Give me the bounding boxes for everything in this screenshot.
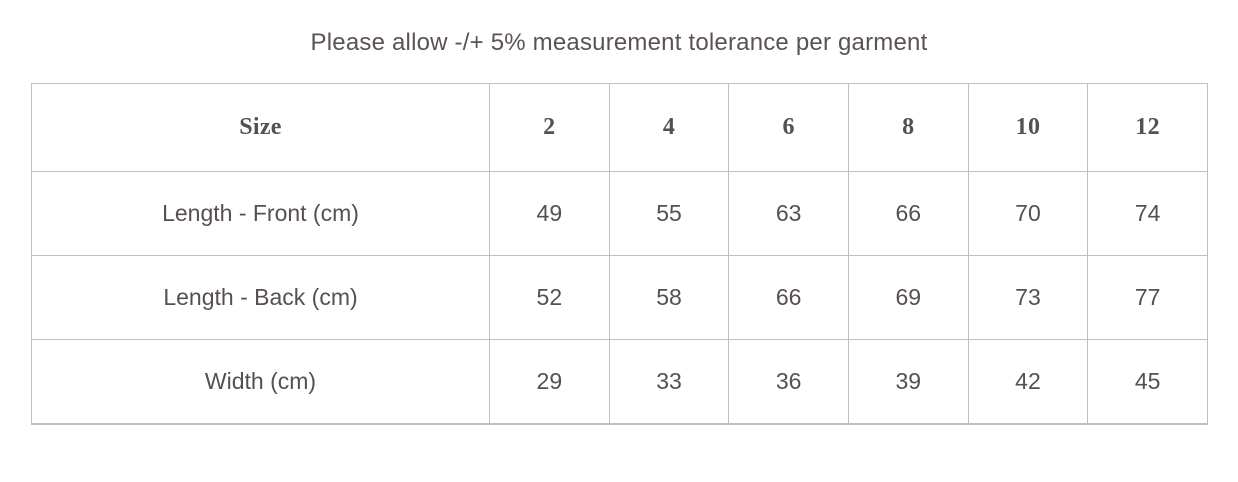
value-cell: 29 xyxy=(489,339,610,425)
row-label-cell: Length - Back (cm) xyxy=(31,255,490,340)
header-cell-size-6: 6 xyxy=(728,83,849,172)
row-label-cell: Width (cm) xyxy=(31,339,490,425)
value-cell: 69 xyxy=(847,255,969,340)
value-cell: 33 xyxy=(608,339,730,425)
value-cell: 66 xyxy=(728,255,849,340)
table-row-length-front: Length - Front (cm) 49 55 63 66 70 74 xyxy=(31,171,1208,256)
row-label-cell: Length - Front (cm) xyxy=(31,171,490,256)
value-cell: 74 xyxy=(1087,171,1208,256)
header-cell-size-4: 4 xyxy=(608,83,730,172)
tolerance-note-title: Please allow -/+ 5% measurement toleranc… xyxy=(310,29,928,56)
value-cell: 73 xyxy=(967,255,1089,340)
value-cell: 52 xyxy=(489,255,610,340)
header-cell-size-12: 12 xyxy=(1087,83,1208,172)
value-cell: 70 xyxy=(967,171,1089,256)
value-cell: 77 xyxy=(1087,255,1208,340)
table-row-width: Width (cm) 29 33 36 39 42 45 xyxy=(31,339,1208,425)
header-cell-size-10: 10 xyxy=(967,83,1089,172)
size-chart-table: Size 2 4 6 8 10 12 Length - Front (cm) 4… xyxy=(31,83,1208,425)
table-row-length-back: Length - Back (cm) 52 58 66 69 73 77 xyxy=(31,255,1208,340)
value-cell: 63 xyxy=(728,171,849,256)
value-cell: 45 xyxy=(1087,339,1208,425)
size-chart-header-row: Size 2 4 6 8 10 12 xyxy=(31,83,1208,172)
value-cell: 36 xyxy=(728,339,849,425)
header-cell-size-8: 8 xyxy=(847,83,969,172)
header-cell-size: Size xyxy=(31,83,490,172)
value-cell: 66 xyxy=(847,171,969,256)
header-cell-size-2: 2 xyxy=(489,83,610,172)
value-cell: 58 xyxy=(608,255,730,340)
value-cell: 39 xyxy=(847,339,969,425)
value-cell: 42 xyxy=(967,339,1089,425)
value-cell: 55 xyxy=(608,171,730,256)
value-cell: 49 xyxy=(489,171,610,256)
